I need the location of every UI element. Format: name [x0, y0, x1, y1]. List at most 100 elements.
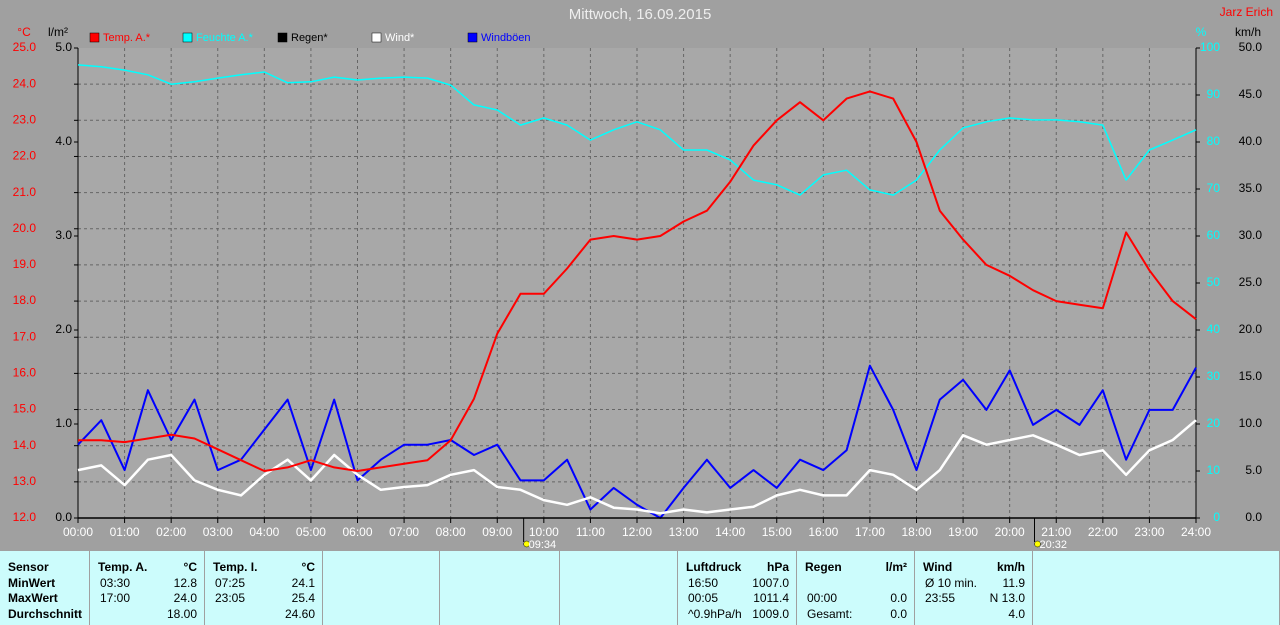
y4-tick-label: 15.0: [1239, 369, 1263, 383]
x-tick-label: 02:00: [156, 525, 186, 539]
y2-axis-label: l/m²: [48, 25, 68, 39]
y4-tick-label: 45.0: [1239, 87, 1263, 101]
table-cell-text: °C: [183, 560, 197, 574]
y2-tick-label: 4.0: [55, 134, 72, 148]
table-column: [797, 551, 915, 625]
y-tick-label: 15.0: [13, 402, 37, 416]
y-axis-label: °C: [17, 25, 31, 39]
table-cell-text: l/m²: [885, 560, 907, 574]
table-cell-text: 11.9: [1002, 576, 1025, 590]
annotation-label: 09:34: [529, 539, 557, 551]
x-tick-label: 17:00: [855, 525, 885, 539]
y4-tick-label: 30.0: [1239, 228, 1263, 242]
legend-label: Windböen: [481, 32, 531, 44]
series-line: [77, 64, 1197, 196]
y4-tick-label: 20.0: [1239, 322, 1263, 336]
y3-tick-label: 30: [1207, 369, 1221, 383]
table-cell-text: Gesamt:: [807, 607, 853, 621]
table-cell-text: 24.1: [291, 576, 315, 590]
y3-tick-label: 40: [1207, 322, 1221, 336]
y-tick-label: 12.0: [13, 510, 37, 524]
x-tick-label: 10:00: [529, 525, 559, 539]
legend-swatch: [182, 32, 193, 43]
table-cell-text: °C: [301, 560, 315, 574]
y2-tick-label: 0.0: [55, 510, 72, 524]
y4-tick-label: 5.0: [1245, 463, 1262, 477]
y2-tick-label: 3.0: [55, 228, 72, 242]
series-line: [78, 90, 1197, 472]
y4-tick-label: 40.0: [1239, 134, 1263, 148]
y4-tick-label: 0.0: [1245, 510, 1262, 524]
table-cell-text: Luftdruck: [686, 560, 742, 574]
x-tick-label: 05:00: [296, 525, 326, 539]
y3-tick-label: 70: [1207, 181, 1221, 195]
table-cell-text: 23:55: [925, 591, 956, 605]
table-cell-text: N 13.0: [989, 591, 1025, 605]
y-tick-label: 20.0: [13, 221, 37, 235]
table-cell-text: hPa: [766, 560, 789, 574]
table-cell-text: 00:05: [688, 591, 719, 605]
sun-icon: [523, 540, 530, 548]
table-column: [440, 551, 560, 625]
x-tick-label: 11:00: [576, 525, 605, 539]
y3-tick-label: 50: [1207, 275, 1221, 289]
y2-tick-label: 5.0: [55, 40, 72, 54]
annotation-label: 20:32: [1040, 539, 1068, 551]
legend-label: Regen*: [291, 32, 328, 44]
x-tick-label: 09:00: [482, 525, 512, 539]
y-tick-label: 21.0: [13, 185, 37, 199]
table-cell-text: 03:30: [100, 576, 131, 590]
table-cell-text: Ø 10 min.: [925, 576, 978, 590]
table-cell-text: Durchschnitt: [8, 607, 83, 621]
table-cell-text: Sensor: [8, 560, 49, 574]
table-cell-text: MaxWert: [8, 591, 58, 605]
legend-label: Wind*: [385, 32, 415, 44]
legend-swatch: [371, 32, 382, 43]
table-column: [915, 551, 1033, 625]
sun-icon: [1034, 540, 1041, 548]
y3-axis-label: %: [1196, 25, 1207, 39]
table-cell-text: Wind: [923, 560, 953, 574]
x-tick-label: 21:00: [1041, 525, 1071, 539]
y4-tick-label: 25.0: [1239, 275, 1263, 289]
legend-label: Temp. A.*: [103, 32, 151, 44]
table-cell-text: 24.0: [173, 591, 197, 605]
summary-table: Sensor MinWert MaxWert Durchschnitt Temp. A.…: [0, 551, 1280, 625]
x-tick-label: 15:00: [762, 525, 792, 539]
x-tick-label: 23:00: [1134, 525, 1164, 539]
series-line: [77, 419, 1197, 515]
table-cell-text: ^0.9hPa/h: [688, 607, 742, 621]
y3-tick-label: 0: [1213, 510, 1220, 524]
table-cell-text: Regen: [805, 560, 842, 574]
table-cell-text: 16:50: [688, 576, 719, 590]
author: Jarz Erich: [1220, 5, 1273, 19]
table-column: [205, 551, 323, 625]
x-tick-label: 13:00: [669, 525, 699, 539]
x-tick-label: 00:00: [63, 525, 93, 539]
y-tick-label: 24.0: [13, 76, 37, 90]
y3-tick-label: 80: [1207, 134, 1221, 148]
table-cell-text: 00:00: [807, 591, 838, 605]
table-cell-text: 1011.4: [753, 591, 789, 605]
y-tick-label: 18.0: [13, 293, 37, 307]
table-cell-text: km/h: [996, 560, 1025, 574]
x-tick-label: 04:00: [249, 525, 279, 539]
y-tick-label: 14.0: [13, 438, 37, 452]
y2-tick-label: 2.0: [55, 322, 72, 336]
legend-label: Feuchte A.*: [196, 32, 254, 44]
y4-tick-label: 35.0: [1239, 181, 1263, 195]
table-cell-text: 0.0: [890, 607, 907, 621]
table-cell-text: 07:25: [215, 576, 246, 590]
x-tick-label: 18:00: [901, 525, 931, 539]
x-tick-label: 12:00: [622, 525, 652, 539]
table-cell-text: 17:00: [100, 591, 131, 605]
table-column: [0, 551, 90, 625]
x-tick-label: 20:00: [995, 525, 1025, 539]
table-cell-text: 0.0: [890, 591, 907, 605]
chart-title: Mittwoch, 16.09.2015: [569, 6, 712, 23]
y3-tick-label: 60: [1207, 228, 1221, 242]
table-cell-text: 24.60: [284, 607, 315, 621]
y-tick-label: 17.0: [13, 329, 37, 343]
y3-tick-label: 10: [1207, 463, 1221, 477]
